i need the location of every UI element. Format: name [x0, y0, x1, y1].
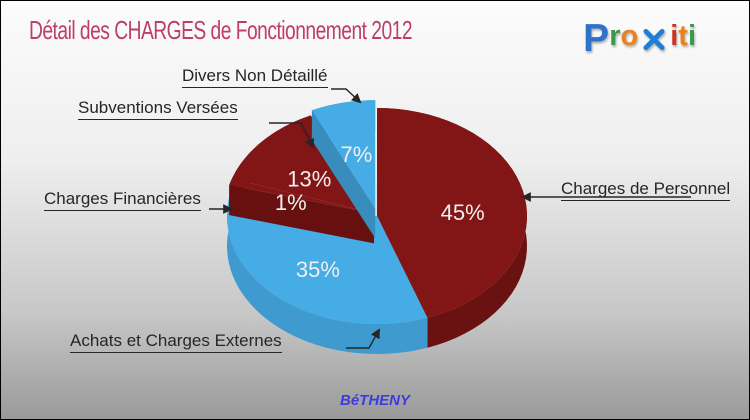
svg-text:35%: 35%	[296, 257, 340, 282]
svg-text:1%: 1%	[275, 190, 307, 215]
svg-text:7%: 7%	[341, 142, 373, 167]
svg-text:13%: 13%	[287, 166, 331, 191]
svg-text:45%: 45%	[441, 200, 485, 225]
